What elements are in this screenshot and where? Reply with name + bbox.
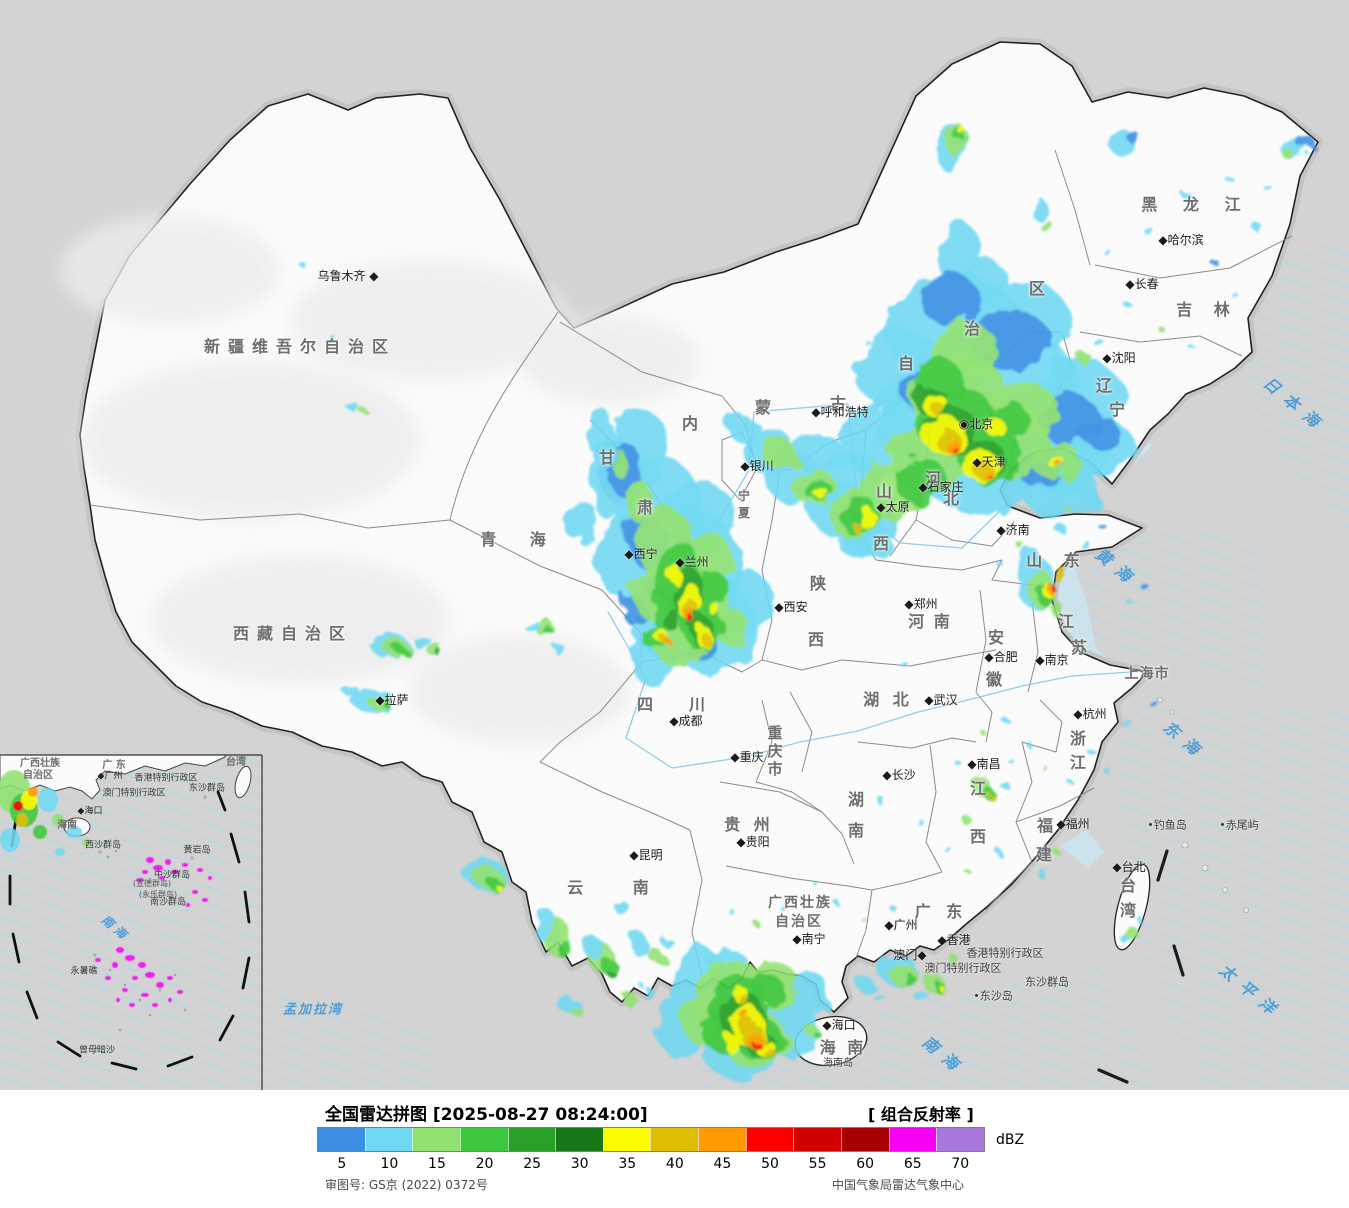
colorbar-tick-20: 20 (475, 1156, 494, 1172)
legend-title: 全国雷达拼图 [2025-08-27 08:24:00] (325, 1105, 648, 1125)
colorbar-swatch-25 (507, 1128, 556, 1151)
colorbar-tick-35: 35 (618, 1156, 637, 1172)
colorbar-swatch-65 (888, 1128, 937, 1151)
china-radar-map: 新疆维吾尔自治区 西藏自治区青 海甘肃内蒙古自治区黑 龙 江吉 林辽宁河北山西山 … (0, 0, 1349, 1090)
inset-island-dots (93, 795, 207, 1050)
colorbar-swatch-20 (459, 1128, 508, 1151)
colorbar-tick-50: 50 (761, 1156, 779, 1172)
colorbar-swatch-55 (793, 1128, 842, 1151)
colorbar-tick-10: 10 (380, 1156, 399, 1172)
colorbar-tick-65: 65 (903, 1156, 922, 1172)
colorbar-tick-60: 60 (856, 1156, 875, 1172)
map-license: 审图号: GS京 (2022) 0372号 (325, 1178, 488, 1192)
colorbar-tick-40: 40 (665, 1156, 684, 1172)
radar-echo-layer (297, 122, 1315, 1080)
inset-nine-dash-line (8, 790, 251, 1071)
colorbar-ticks: 5 10 15 20 25 30 35 40 45 50 55 60 65 70 (318, 1156, 984, 1172)
colorbar-swatch-50 (745, 1128, 794, 1151)
colorbar-swatch-5 (318, 1128, 365, 1151)
colorbar-tick-5: 5 (337, 1156, 347, 1172)
legend-panel: 全国雷达拼图 [2025-08-27 08:24:00] [ 组合反射率 ] d… (0, 1090, 1349, 1208)
colorbar-swatch-60 (841, 1128, 889, 1151)
colorbar-tick-70: 70 (951, 1156, 970, 1172)
legend-product: [ 组合反射率 ] (868, 1105, 974, 1124)
inset-border (0, 754, 263, 1090)
credit: 中国气象局雷达气象中心 (832, 1178, 965, 1192)
colorbar (317, 1127, 985, 1152)
colorbar-tick-25: 25 (523, 1156, 542, 1172)
inset-taiwan (234, 765, 252, 799)
colorbar-unit: dBZ (996, 1132, 1025, 1148)
colorbar-tick-55: 55 (808, 1156, 827, 1172)
colorbar-swatch-15 (412, 1128, 460, 1151)
colorbar-swatch-40 (650, 1128, 699, 1151)
nine-dash-line (1097, 849, 1185, 1084)
south-china-sea-inset (0, 755, 262, 1090)
colorbar-swatch-10 (364, 1128, 413, 1151)
colorbar-swatch-45 (698, 1128, 746, 1151)
terrain-shading (60, 215, 700, 745)
colorbar-tick-45: 45 (713, 1156, 732, 1172)
inset-radar-echo-layer (0, 770, 212, 1007)
colorbar-swatch-30 (555, 1128, 603, 1151)
colorbar-swatch-70 (936, 1128, 984, 1151)
map-canvas (0, 0, 1349, 1090)
colorbar-tick-30: 30 (570, 1156, 589, 1172)
colorbar-swatch-35 (602, 1128, 651, 1151)
offshore-islands (1157, 697, 1249, 913)
colorbar-tick-15: 15 (428, 1156, 446, 1172)
